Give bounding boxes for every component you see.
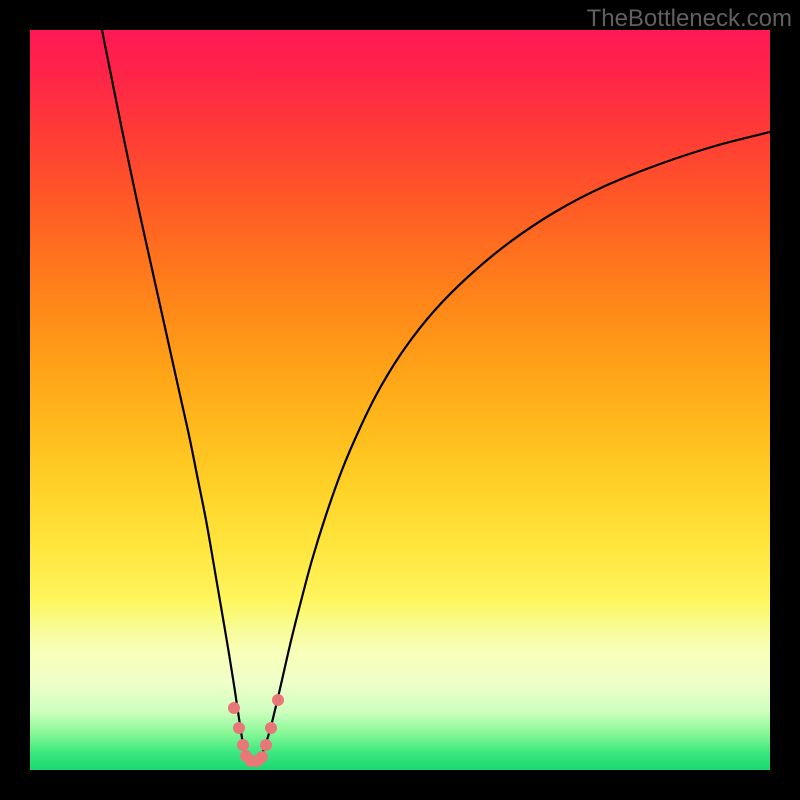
marker-dot <box>228 702 240 714</box>
marker-dot <box>237 739 249 751</box>
marker-dot <box>233 722 245 734</box>
chart-svg <box>30 30 770 770</box>
watermark-text: TheBottleneck.com <box>587 5 792 33</box>
marker-dot <box>260 739 272 751</box>
marker-dot <box>265 722 277 734</box>
marker-dot <box>256 751 268 763</box>
gradient-background <box>30 30 770 770</box>
chart-frame <box>30 30 770 770</box>
marker-dot <box>272 694 284 706</box>
